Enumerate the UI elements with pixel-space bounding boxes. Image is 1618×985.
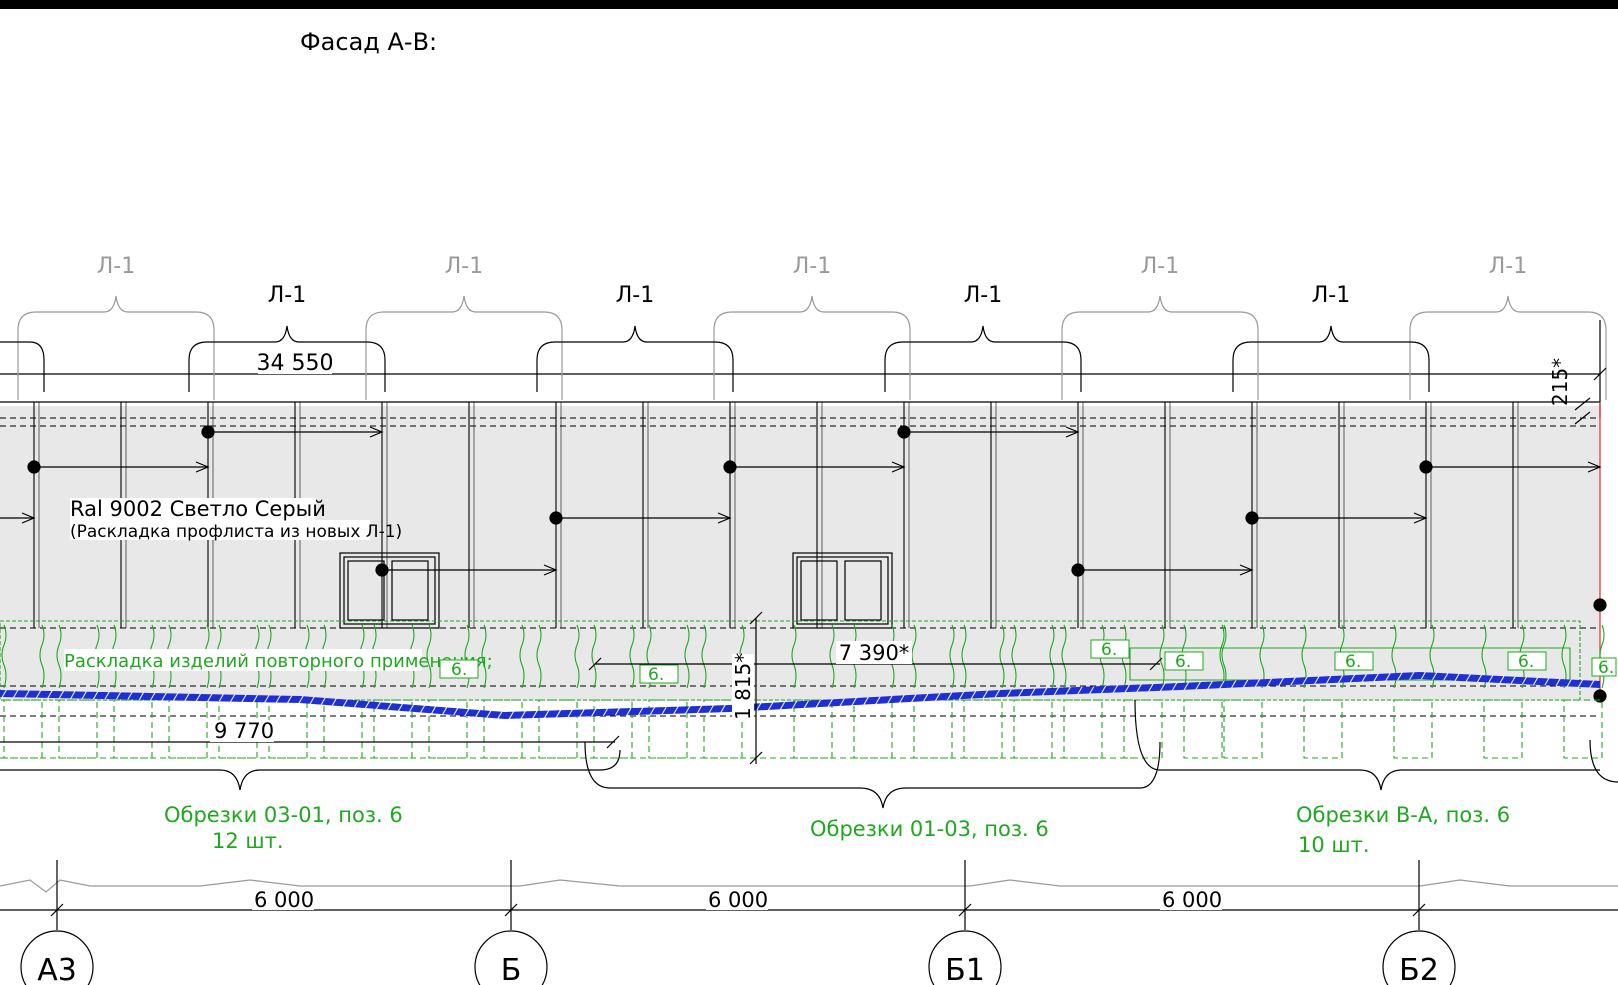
sheet-label: Л-1 xyxy=(964,283,1002,308)
sheet-brackets-lower xyxy=(0,325,1430,392)
cut-group-3-count: 10 шт. xyxy=(1298,833,1370,857)
position-tag: 6. xyxy=(639,664,679,685)
sheet-label: Л-1 xyxy=(1489,254,1527,279)
sheet-label: Л-1 xyxy=(445,254,483,279)
svg-text:6.: 6. xyxy=(1518,652,1534,672)
dim-vertical-mid-text: 1 815* xyxy=(731,653,755,720)
dim-mid-text: 7 390* xyxy=(839,641,910,665)
sheet-label: Л-1 xyxy=(616,283,654,308)
position-tag: 6. xyxy=(1507,651,1547,672)
cut-group-2-label: Обрезки 01-03, поз. 6 xyxy=(810,817,1049,841)
reuse-note: Раскладка изделий повторного применения; xyxy=(64,651,493,672)
svg-text:6.: 6. xyxy=(451,660,467,680)
window-left xyxy=(339,552,440,629)
position-tag: 6. xyxy=(1090,639,1130,660)
cut-group-labels: Обрезки 03-01, поз. 6 12 шт. Обрезки 01-… xyxy=(164,803,1510,857)
window-right xyxy=(792,552,893,629)
position-tag: 6. xyxy=(1334,651,1374,672)
dim-overall-top: 34 550 xyxy=(257,351,334,376)
sheet-label: Л-1 xyxy=(268,283,306,308)
svg-text:6.: 6. xyxy=(1598,658,1614,678)
drawing-title: Фасад А-В: xyxy=(300,28,437,56)
axis-span-label: 6 000 xyxy=(1162,888,1222,912)
axis-label: А3 xyxy=(37,953,77,985)
dim-top-right-text: 215* xyxy=(1548,358,1572,406)
sheet-brackets-upper xyxy=(17,295,1607,400)
layout-arrows xyxy=(0,425,1607,703)
position-tag: 6. xyxy=(439,659,479,680)
svg-text:6.: 6. xyxy=(648,665,664,685)
dim-top-right xyxy=(1574,320,1607,425)
material-note-subtitle: (Раскладка профлиста из новых Л-1) xyxy=(70,522,402,542)
svg-text:6.: 6. xyxy=(1175,652,1191,672)
cut-group-braces xyxy=(0,699,1618,809)
sheet-label: Л-1 xyxy=(97,254,135,279)
cut-group-1-label: Обрезки 03-01, поз. 6 xyxy=(164,803,403,827)
position-tags: 6. 6. 6. 6. 6. 6. 6. xyxy=(439,639,1617,685)
cut-group-3-label: Обрезки В-А, поз. 6 xyxy=(1296,803,1510,827)
svg-text:6.: 6. xyxy=(1345,652,1361,672)
sheet-labels-black: Л-1 Л-1 Л-1 Л-1 xyxy=(268,283,1350,308)
sheet-label: Л-1 xyxy=(1312,283,1350,308)
axis-label: Б1 xyxy=(945,953,985,985)
sheet-label: Л-1 xyxy=(1141,254,1179,279)
position-tag: 6. xyxy=(1164,651,1204,672)
axis-label: Б2 xyxy=(1399,953,1439,985)
ground-line xyxy=(0,672,1600,719)
axis-markers: А3 Б Б1 Б2 xyxy=(20,930,1456,985)
material-note-title: Ral 9002 Светло Серый xyxy=(70,497,326,521)
dim-left-bottom-text: 9 770 xyxy=(214,719,274,743)
cut-group-1-count: 12 шт. xyxy=(212,829,284,853)
axis-span-label: 6 000 xyxy=(254,888,314,912)
svg-text:6.: 6. xyxy=(1101,640,1117,660)
sheet-label: Л-1 xyxy=(793,254,831,279)
sheet-top-border xyxy=(0,0,1618,9)
axis-span-label: 6 000 xyxy=(708,888,768,912)
axis-dimension-line xyxy=(0,860,1618,930)
axis-label: Б xyxy=(501,953,522,985)
sheet-labels-grey: Л-1 Л-1 Л-1 Л-1 Л-1 xyxy=(97,254,1527,279)
axis-span-labels: 6 000 6 000 6 000 xyxy=(252,888,1222,912)
position-tag: 6. xyxy=(1591,657,1617,678)
